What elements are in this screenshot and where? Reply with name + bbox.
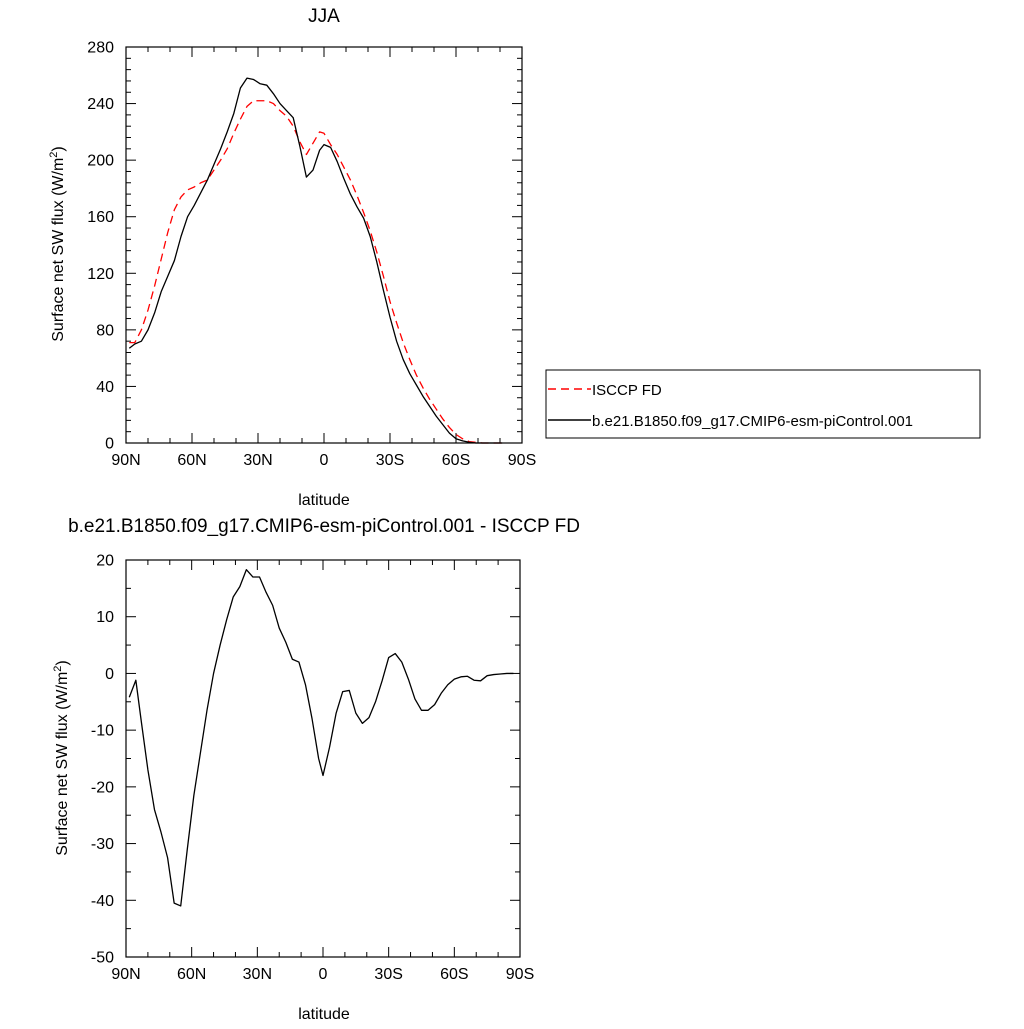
y-tick-label: 0 xyxy=(105,666,114,683)
y-tick-label: -40 xyxy=(91,893,114,910)
y-tick-label: 10 xyxy=(96,609,114,626)
series-line-b-1 xyxy=(128,77,503,444)
top-ylabel-end: ) xyxy=(50,146,67,151)
top-panel-y-axis-label: Surface net SW flux (W/m2) xyxy=(48,146,67,342)
top-panel-x-axis-label: latitude xyxy=(298,492,350,509)
bottom-panel-frame xyxy=(125,559,521,958)
bottom-ylabel-sup: 2 xyxy=(52,666,64,672)
y-tick-label: -50 xyxy=(91,950,114,967)
legend: ISCCP FD b.e21.B1850.f09_g17.CMIP6-esm-p… xyxy=(545,369,981,439)
y-tick-label: 20 xyxy=(96,553,114,570)
legend-box xyxy=(545,369,981,439)
top-panel-zonal-mean: JJA latitude Surface net SW flux (W/m2) … xyxy=(48,6,981,509)
series-line-0 xyxy=(128,568,514,907)
bottom-panel-difference: b.e21.B1850.f09_g17.CMIP6-esm-piControl.… xyxy=(52,516,580,1023)
y-tick-label: 0 xyxy=(105,436,114,453)
legend-label-model: b.e21.B1850.f09_g17.CMIP6-esm-piControl.… xyxy=(592,413,913,430)
x-tick-label: 60N xyxy=(177,452,206,469)
x-tick-label: 60S xyxy=(442,452,470,469)
top-panel-title: JJA xyxy=(308,6,340,27)
y-tick-label: 160 xyxy=(87,209,114,226)
x-tick-label: 90N xyxy=(111,452,140,469)
top-panel-ticks: 90N 60N 30N 0 30S 60S 90S 0 40 80 120 160 200 240 280 xyxy=(87,40,536,470)
bottom-panel-title: b.e21.B1850.f09_g17.CMIP6-esm-piControl.… xyxy=(68,516,580,537)
y-tick-label: -20 xyxy=(91,779,114,796)
bottom-ylabel-end: ) xyxy=(54,660,71,665)
x-tick-label: 90S xyxy=(508,452,536,469)
bottom-panel-x-axis-label: latitude xyxy=(298,1006,350,1023)
series-line-isccp-0 xyxy=(129,100,503,444)
y-tick-label: -10 xyxy=(91,723,114,740)
x-tick-label: 30N xyxy=(243,452,272,469)
bottom-ylabel-main: Surface net SW flux (W/m xyxy=(54,672,71,856)
top-ylabel-sup: 2 xyxy=(48,152,60,158)
x-tick-label: 60S xyxy=(440,966,468,983)
y-tick-label: 280 xyxy=(87,40,114,57)
bottom-panel-y-axis-label: Surface net SW flux (W/m2) xyxy=(52,660,71,856)
y-tick-label: 120 xyxy=(87,266,114,283)
top-ylabel-main: Surface net SW flux (W/m xyxy=(50,158,67,342)
bottom-panel-ticks: 90N 60N 30N 0 30S 60S 90S -50 -40 -30 -20 -10 0 10 20 xyxy=(91,553,534,984)
top-panel-lines xyxy=(128,77,503,444)
x-tick-label: 90S xyxy=(506,966,534,983)
x-tick-label: 30S xyxy=(374,966,402,983)
legend-label-isccp: ISCCP FD xyxy=(592,382,662,399)
x-tick-label: 90N xyxy=(111,966,140,983)
y-tick-label: 200 xyxy=(87,153,114,170)
x-tick-label: 30N xyxy=(243,966,272,983)
y-tick-label: 240 xyxy=(87,96,114,113)
x-tick-label: 60N xyxy=(177,966,206,983)
y-tick-label: 40 xyxy=(96,379,114,396)
top-panel-frame xyxy=(125,46,523,444)
x-tick-label: 30S xyxy=(376,452,404,469)
bottom-panel-lines xyxy=(128,568,514,907)
y-tick-label: -30 xyxy=(91,836,114,853)
y-tick-label: 80 xyxy=(96,322,114,339)
x-tick-label: 0 xyxy=(320,452,329,469)
x-tick-label: 0 xyxy=(319,966,328,983)
